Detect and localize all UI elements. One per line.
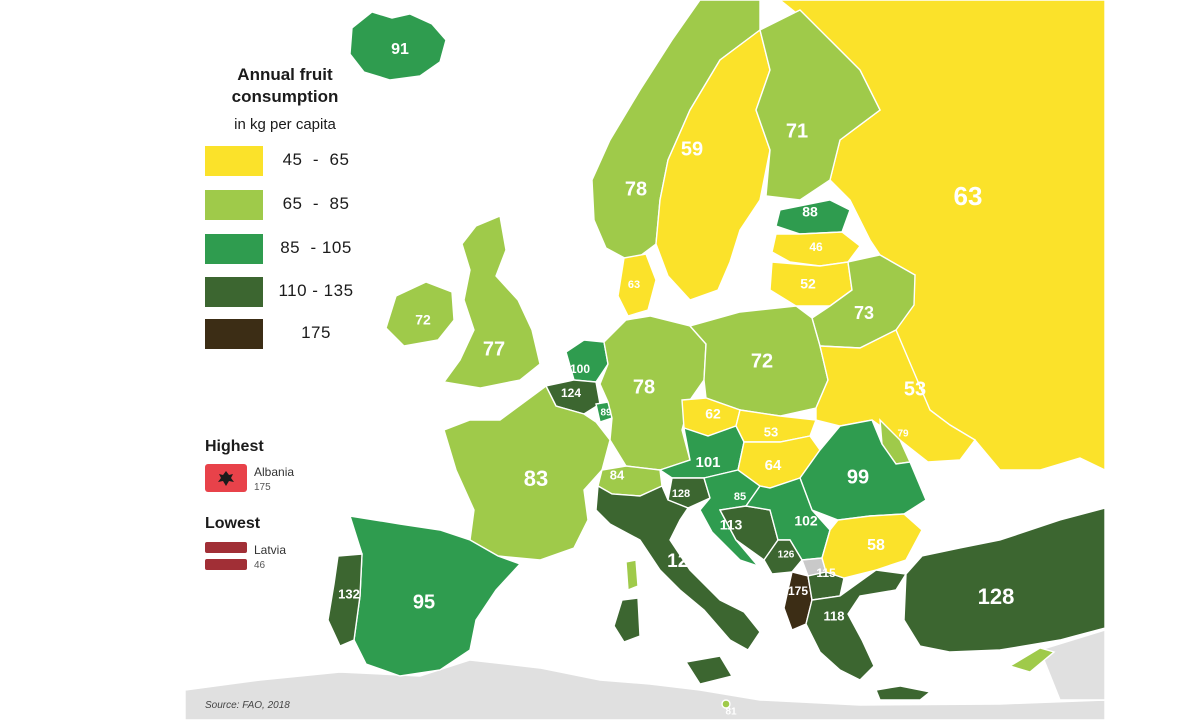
north-africa-landmass	[185, 659, 1105, 720]
legend-title: Annual fruit consumption	[205, 64, 365, 108]
value-label-hungary: 64	[765, 457, 782, 474]
highest-country: Albania	[254, 465, 295, 479]
highest-title: Highest	[205, 438, 264, 455]
country-montenegro	[763, 539, 803, 575]
albania-flag-graphic	[205, 464, 247, 492]
value-label-finland: 71	[786, 120, 808, 142]
country-malta	[721, 699, 731, 709]
value-label-ukraine: 53	[904, 378, 926, 400]
value-label-lithuania: 52	[800, 276, 816, 292]
value-label-slovenia: 128	[672, 488, 690, 500]
value-label-united-kingdom: 77	[483, 338, 505, 360]
value-label-switzerland: 84	[610, 467, 625, 482]
value-label-russia: 63	[954, 181, 983, 211]
value-label-north-macedonia: 115	[816, 566, 836, 580]
legend-row-2: 65 - 85	[205, 190, 365, 220]
value-label-norway: 78	[625, 178, 647, 200]
value-label-belarus: 73	[854, 303, 874, 323]
country-france-corsica	[625, 559, 639, 592]
legend-swatch	[205, 319, 263, 349]
value-label-spain: 95	[413, 591, 435, 613]
source-note: Source: FAO, 2018	[205, 700, 290, 711]
lowest-country: Latvia	[254, 543, 287, 557]
legend-label: 85 - 105	[280, 238, 352, 257]
legend-label: 45 - 65	[282, 150, 350, 169]
country-finland	[755, 9, 881, 201]
value-label-bosnia-and-herzegovina: 113	[720, 517, 743, 533]
country-cyprus	[1008, 647, 1056, 673]
legend-swatch	[205, 277, 263, 307]
lowest-value: 46	[254, 560, 266, 571]
country-ireland	[385, 281, 455, 347]
country-united-kingdom	[442, 215, 541, 389]
legend-row-1: 45 - 65	[205, 146, 365, 176]
value-label-bulgaria: 58	[867, 537, 885, 554]
value-label-denmark: 63	[628, 279, 640, 291]
value-label-cyprus: 72	[1012, 676, 1024, 687]
albania-flag-icon	[205, 464, 247, 492]
value-label-belgium: 124	[561, 386, 581, 400]
value-label-slovakia: 53	[764, 424, 778, 439]
latvia-flag-graphic	[205, 542, 247, 570]
country-turkey	[903, 507, 1105, 653]
country-north-macedonia	[807, 571, 845, 601]
country-italy	[595, 484, 761, 651]
map-area: 91 78 59 71 63 88 46 52 63 72 77 100 124 89 78 72 73 53 62…	[185, 0, 1105, 720]
value-label-italy: 122	[667, 551, 699, 572]
value-label-czechia: 62	[705, 406, 721, 422]
value-label-greece: 118	[824, 608, 845, 623]
value-label-moldova: 79	[897, 429, 909, 440]
legend-row-3: 85 - 105	[205, 234, 365, 264]
legend-swatch	[205, 234, 263, 264]
value-label-latvia: 46	[809, 240, 823, 254]
legend-title-line2: consumption	[231, 87, 339, 106]
value-label-ireland: 72	[415, 312, 431, 328]
value-label-albania: 175	[788, 584, 808, 598]
value-label-turkey: 128	[978, 584, 1015, 609]
legend-label: 65 - 85	[282, 194, 350, 213]
value-label-estonia: 88	[802, 204, 818, 220]
country-iceland	[349, 11, 447, 81]
country-greece-crete	[875, 685, 932, 701]
legend-subtitle: in kg per capita	[234, 116, 336, 133]
value-label-austria: 101	[695, 454, 720, 471]
country-italy-sicily	[684, 655, 734, 685]
value-label-sweden: 59	[681, 138, 703, 160]
value-label-poland: 72	[751, 350, 773, 372]
country-ukraine	[815, 329, 977, 463]
value-label-luxembourg: 89	[600, 408, 612, 419]
value-label-malta: 81	[725, 707, 737, 718]
legend-title-line1: Annual fruit	[237, 65, 333, 84]
europe-map: 91 78 59 71 63 88 46 52 63 72 77 100 124 89 78 72 73 53 62…	[185, 0, 1105, 720]
highest-value: 175	[254, 482, 271, 493]
country-croatia	[699, 469, 761, 568]
value-label-france: 83	[524, 466, 548, 491]
country-portugal	[327, 553, 363, 647]
legend-label: 175	[301, 323, 331, 342]
legend-row-4: 110 - 135	[205, 277, 365, 307]
value-label-germany: 78	[633, 376, 655, 398]
country-denmark	[617, 253, 657, 317]
value-label-romania: 99	[847, 466, 869, 488]
lowest-title: Lowest	[205, 515, 261, 532]
value-labels: 91 78 59 71 63 88 46 52 63 72 77 100 124 89 78 72 73 53 62…	[338, 41, 1024, 717]
legend-label: 110 - 135	[278, 281, 354, 300]
value-label-serbia: 102	[794, 513, 818, 529]
legend-swatch	[205, 146, 263, 176]
latvia-flag-icon	[205, 542, 247, 570]
middle-east-landmass	[1039, 629, 1105, 701]
value-label-croatia: 85	[734, 491, 746, 503]
value-label-iceland: 91	[391, 41, 409, 58]
value-label-montenegro: 126	[778, 550, 795, 561]
country-france	[443, 384, 611, 561]
legend-swatch	[205, 190, 263, 220]
legend-row-5: 175	[205, 319, 365, 349]
country-greece	[805, 569, 908, 681]
country-italy-sardinia	[613, 597, 641, 643]
country-bulgaria	[821, 513, 923, 579]
value-label-portugal: 132	[338, 586, 360, 601]
value-label-netherlands: 100	[570, 362, 590, 376]
country-slovenia	[667, 477, 711, 509]
